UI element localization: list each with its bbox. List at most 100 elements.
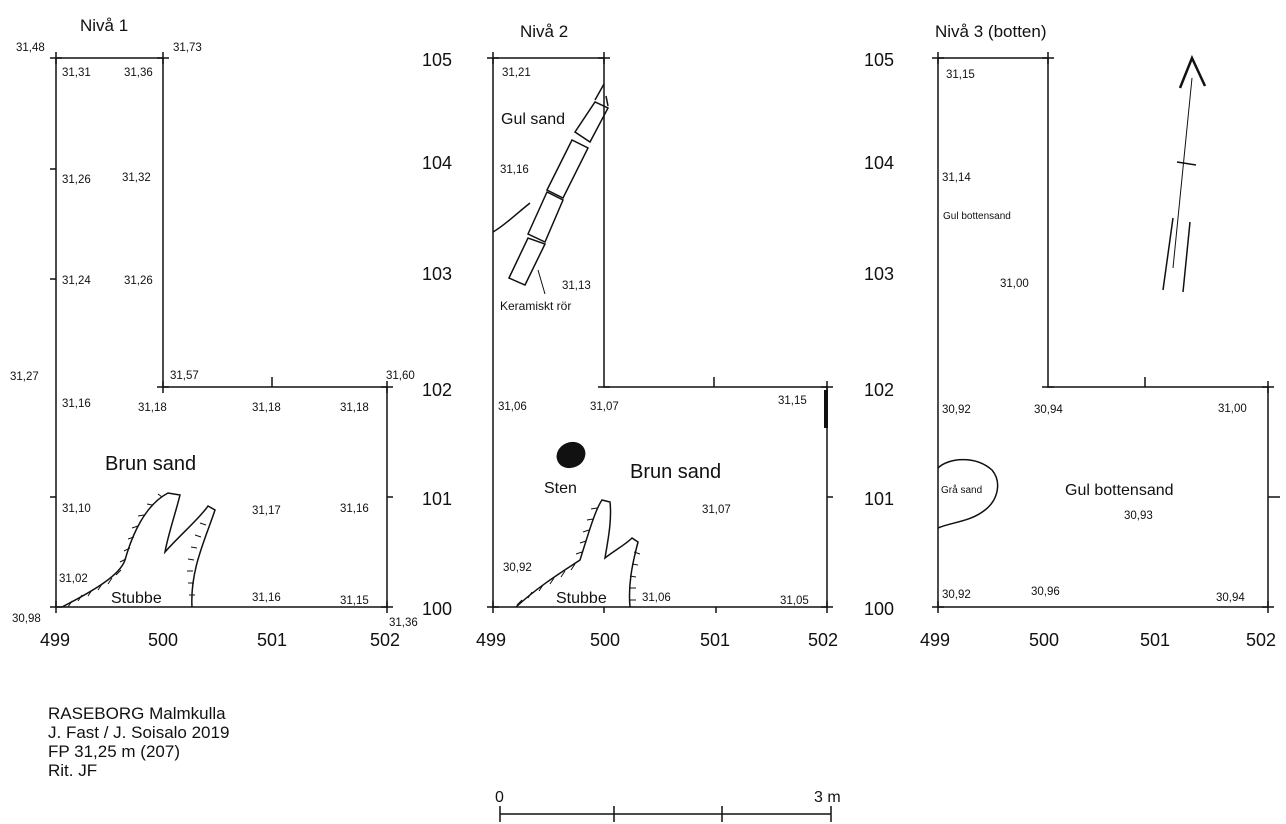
elevation-label: 31,73 [173, 42, 202, 54]
level-1-title: Nivå 1 [80, 16, 128, 35]
elevation-label: 31,16 [340, 503, 369, 515]
elevation-label: 30,92 [942, 404, 971, 416]
level-3-y-tick: 100 [864, 599, 894, 619]
elevation-label: 31,07 [702, 504, 731, 516]
authors: J. Fast / J. Soisalo 2019 [48, 723, 230, 742]
elevation-label: 31,60 [386, 370, 415, 382]
elevation-label: 31,31 [62, 67, 91, 79]
level-1-soil-label: Brun sand [105, 453, 196, 475]
elevation-label: 31,15 [946, 69, 975, 81]
scale-bar-end-label: 3 m [814, 789, 841, 806]
level-3-grey-sand-patch [938, 460, 998, 528]
elevation-label: 31,06 [642, 592, 671, 604]
elevation-label: 31,26 [124, 275, 153, 287]
elevation-label: 31,21 [502, 67, 531, 79]
level-2-y-tick: 102 [422, 380, 452, 400]
elevation-label: 30,92 [942, 589, 971, 601]
elevation-label: 31,05 [780, 595, 809, 607]
level-3-x-tick: 499 [920, 630, 950, 650]
level-3-bottom-sand-label: Gul bottensand [1065, 482, 1174, 499]
elevation-label: 31,16 [500, 164, 529, 176]
level-2-stump [516, 500, 638, 607]
elevation-label: 31,07 [590, 401, 619, 413]
drawing-metadata: RASEBORG Malmkulla J. Fast / J. Soisalo … [48, 704, 229, 780]
elevation-label: 31,18 [340, 402, 369, 414]
level-3-y-tick: 105 [864, 50, 894, 70]
level-1-stump [62, 493, 215, 607]
elevation-label: 31,10 [62, 503, 91, 515]
level-3-grid-marks [932, 52, 1280, 613]
level-2-pipe-label: Keramiskt rör [500, 299, 571, 313]
scale-bar-start-label: 0 [495, 789, 504, 806]
elevation-label: 31,26 [62, 174, 91, 186]
level-3-y-tick: 102 [864, 380, 894, 400]
level-1-panel [50, 52, 393, 613]
level-2-x-tick: 502 [808, 630, 838, 650]
elevation-label: 31,02 [59, 573, 88, 585]
level-2-x-tick: 501 [700, 630, 730, 650]
level-2-pipe-label-leader [538, 270, 545, 294]
elevation-label: 31,16 [62, 398, 91, 410]
level-1-x-tick: 500 [148, 630, 178, 650]
elevation-label: 31,57 [170, 370, 199, 382]
fixed-point: FP 31,25 m (207) [48, 742, 180, 761]
site-name: RASEBORG Malmkulla [48, 704, 226, 723]
level-2-y-tick: 103 [422, 264, 452, 284]
level-3-title: Nivå 3 (botten) [935, 22, 1047, 41]
level-2-ceramic-pipe [509, 84, 608, 285]
elevation-label: 31,15 [778, 395, 807, 407]
level-2-title: Nivå 2 [520, 22, 568, 41]
level-3-x-tick: 500 [1029, 630, 1059, 650]
level-1-x-tick: 502 [370, 630, 400, 650]
level-3-bottom-sand-note: Gul bottensand [943, 211, 1011, 222]
level-1-trench-outline [56, 58, 387, 607]
level-3-y-tick: 104 [864, 153, 894, 173]
elevation-label: 30,94 [1034, 404, 1063, 416]
elevation-label: 31,00 [1218, 403, 1247, 415]
elevation-label: 31,18 [138, 402, 167, 414]
level-1-grid-marks [50, 52, 393, 613]
level-1-x-tick: 499 [40, 630, 70, 650]
elevation-label: 31,13 [562, 280, 591, 292]
level-2-yellow-sand-label: Gul sand [501, 111, 565, 128]
level-3-x-tick: 501 [1140, 630, 1170, 650]
elevation-label: 31,32 [122, 172, 151, 184]
level-2-stone-label: Sten [544, 480, 577, 497]
level-2-x-tick: 499 [476, 630, 506, 650]
level-2-dark-mark [824, 390, 828, 428]
elevation-label: 31,18 [252, 402, 281, 414]
level-2-panel [487, 52, 833, 613]
level-2-x-tick: 500 [590, 630, 620, 650]
level-3-y-tick: 101 [864, 489, 894, 509]
level-3-y-tick: 103 [864, 264, 894, 284]
scale-bar [500, 806, 831, 822]
level-2-stump-label: Stubbe [556, 590, 607, 607]
elevation-label: 31,17 [252, 505, 281, 517]
level-3-x-tick: 502 [1246, 630, 1276, 650]
level-1-x-tick: 501 [257, 630, 287, 650]
level-2-trench-outline [493, 58, 827, 607]
elevation-label: 30,98 [12, 613, 41, 625]
elevation-label: 31,36 [389, 617, 418, 629]
elevation-label: 30,96 [1031, 586, 1060, 598]
elevation-label: 31,24 [62, 275, 91, 287]
elevation-label: 31,48 [16, 42, 45, 54]
level-2-stump-hachures [517, 508, 640, 605]
elevation-label: 31,14 [942, 172, 971, 184]
level-2-stone [553, 438, 589, 472]
elevation-label: 30,92 [503, 562, 532, 574]
north-arrow-icon [1163, 58, 1205, 292]
elevation-label: 31,16 [252, 592, 281, 604]
level-2-y-tick: 104 [422, 153, 452, 173]
elevation-label: 30,94 [1216, 592, 1245, 604]
level-2-y-tick: 101 [422, 489, 452, 509]
level-3-trench-outline [938, 58, 1268, 607]
level-3-grey-sand-label: Grå sand [941, 484, 982, 496]
level-2-y-tick: 105 [422, 50, 452, 70]
level-3-panel [932, 52, 1280, 613]
elevation-label: 30,93 [1124, 510, 1153, 522]
elevation-label: 31,36 [124, 67, 153, 79]
drawn-by: Rit. JF [48, 761, 98, 780]
level-2-yellow-sand-boundary [493, 203, 530, 232]
